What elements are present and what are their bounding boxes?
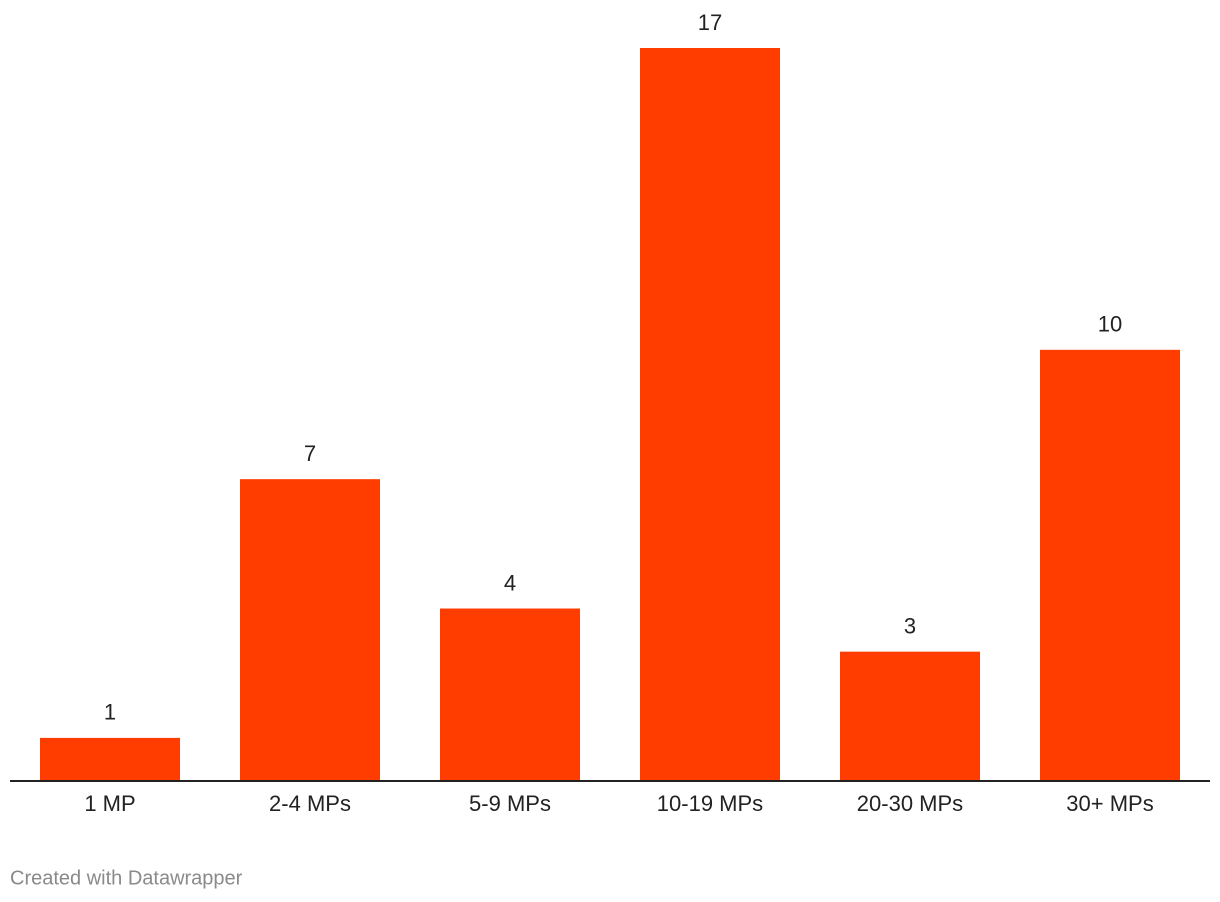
data-label: 3	[904, 613, 916, 638]
x-tick-label: 1 MP	[84, 791, 135, 816]
data-label: 10	[1098, 312, 1122, 337]
bar	[640, 48, 780, 781]
data-label: 7	[304, 441, 316, 466]
bar	[1040, 349, 1180, 781]
x-tick-label: 20-30 MPs	[857, 791, 963, 816]
bar	[40, 737, 180, 781]
bar	[840, 651, 980, 781]
x-tick-label: 2-4 MPs	[269, 791, 351, 816]
x-tick-label: 5-9 MPs	[469, 791, 551, 816]
data-label: 1	[104, 700, 116, 725]
data-label: 17	[698, 10, 722, 35]
x-tick-label: 30+ MPs	[1066, 791, 1153, 816]
credit: Created with Datawrapper	[10, 867, 243, 889]
data-label: 4	[504, 570, 516, 595]
bar	[240, 479, 380, 781]
bar	[440, 608, 580, 781]
x-tick-label: 10-19 MPs	[657, 791, 763, 816]
